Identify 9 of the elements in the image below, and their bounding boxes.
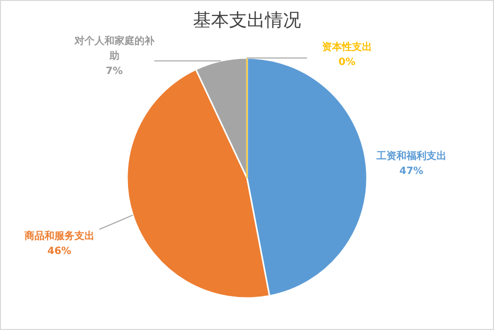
data-label: 46% (46, 245, 72, 260)
category-label: 资本性支出 (322, 42, 372, 53)
slice-label: 对个人和家庭的补助 (74, 34, 154, 64)
data-label: 7% (104, 65, 124, 79)
slice-label: 工资和福利支出 (375, 150, 448, 164)
text: 0% (338, 57, 356, 68)
data-label: 47% (398, 164, 424, 179)
slice-label: 商品和服务支出 (23, 229, 96, 244)
chart-title: 基本支出情况 (192, 9, 302, 32)
